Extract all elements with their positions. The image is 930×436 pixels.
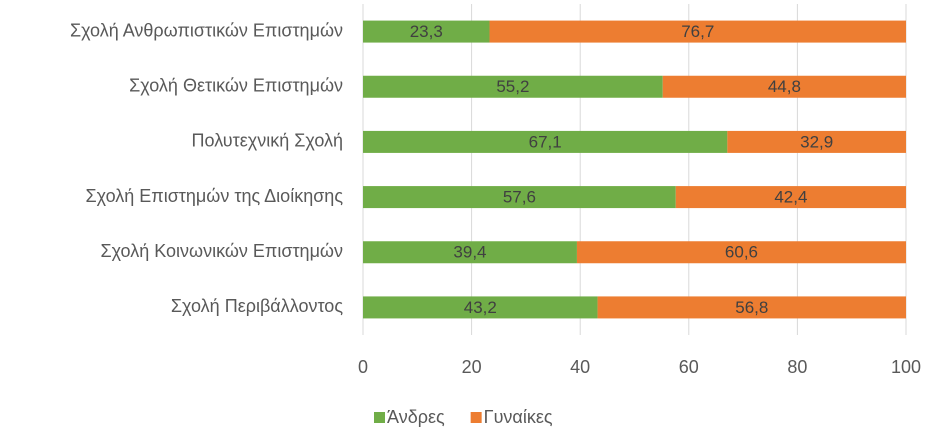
y-tick-label: Σχολή Κοινωνικών Επιστημών	[100, 241, 343, 261]
legend-swatch	[470, 412, 482, 423]
legend-label: Γυναίκες	[484, 407, 553, 427]
legend-swatch	[374, 412, 385, 423]
y-tick-label: Σχολή Περιβάλλοντος	[171, 296, 343, 316]
x-tick-label: 40	[570, 357, 590, 377]
bar-segment	[363, 186, 676, 209]
x-tick-label: 60	[679, 357, 699, 377]
x-tick-label: 80	[787, 357, 807, 377]
data-label: 57,6	[503, 188, 536, 207]
data-label: 43,2	[464, 298, 497, 317]
x-tick-label: 0	[358, 357, 368, 377]
y-tick-label: Πολυτεχνική Σχολή	[192, 131, 343, 151]
data-label: 76,7	[681, 22, 714, 41]
bar-segment	[363, 75, 663, 98]
bar-segment	[489, 20, 906, 43]
x-tick-label: 20	[462, 357, 482, 377]
bar-segment	[363, 130, 728, 153]
bar-segment	[363, 296, 598, 319]
data-label: 60,6	[725, 243, 758, 262]
bar-segment	[727, 130, 906, 153]
x-tick-label: 100	[891, 357, 921, 377]
data-label: 23,3	[410, 22, 443, 41]
bar-segment	[675, 186, 906, 209]
data-label: 44,8	[768, 77, 801, 96]
data-label: 67,1	[529, 132, 562, 151]
y-tick-label: Σχολή Επιστημών της Διοίκησης	[86, 186, 344, 206]
data-label: 32,9	[800, 132, 833, 151]
bar-segment	[597, 296, 906, 319]
y-tick-label: Σχολή Ανθρωπιστικών Επιστημών	[70, 20, 343, 40]
bar-segment	[576, 241, 906, 264]
data-label: 42,4	[774, 188, 807, 207]
y-tick-label: Σχολή Θετικών Επιστημών	[129, 76, 343, 96]
data-label: 39,4	[453, 243, 486, 262]
bar-segment	[363, 241, 577, 264]
data-label: 55,2	[496, 77, 529, 96]
bar-segment	[363, 20, 490, 43]
data-label: 56,8	[735, 298, 768, 317]
legend-label: Άνδρες	[387, 407, 445, 427]
bar-segment	[662, 75, 906, 98]
